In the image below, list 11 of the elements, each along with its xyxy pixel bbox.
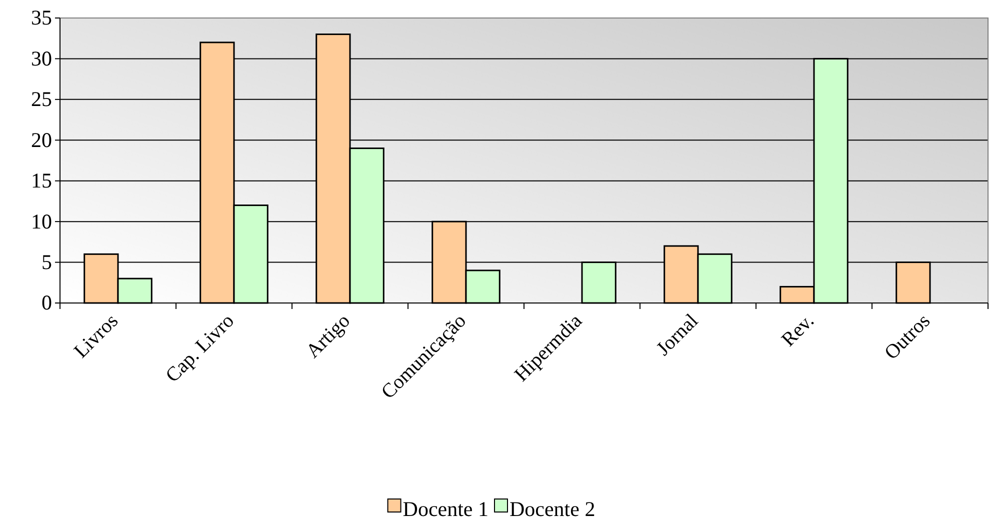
y-tick-label: 20	[31, 128, 52, 152]
legend-label: Docente 2	[510, 497, 596, 521]
y-tick-label: 10	[31, 209, 52, 234]
y-tick-label: 15	[31, 168, 52, 193]
legend-label: Docente 1	[402, 497, 488, 521]
y-tick-label: 0	[42, 290, 52, 315]
y-tick-label: 25	[31, 87, 52, 112]
y-tick-label: 5	[42, 250, 52, 274]
y-tick-label: 35	[31, 6, 52, 30]
x-tick-label: Rev.	[778, 310, 818, 351]
y-tick-label: 30	[31, 46, 52, 70]
